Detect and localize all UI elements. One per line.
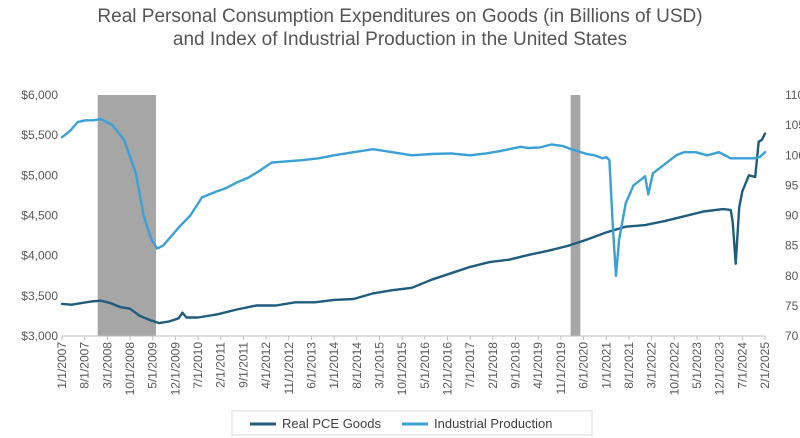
chart-title: Real Personal Consumption Expenditures o… bbox=[97, 6, 703, 27]
x-tick-label: 3/1/2008 bbox=[100, 342, 114, 389]
x-tick-label: 11/1/2012 bbox=[282, 342, 296, 395]
x-tick-label: 5/1/2016 bbox=[418, 342, 432, 389]
left-tick-label: $6,000 bbox=[21, 88, 58, 102]
x-tick-label: 12/1/2023 bbox=[713, 342, 727, 396]
x-tick-label: 4/1/2019 bbox=[531, 342, 545, 389]
legend-label: Real PCE Goods bbox=[282, 416, 381, 431]
x-tick-label: 5/1/2023 bbox=[690, 342, 704, 389]
x-tick-label: 10/1/2015 bbox=[395, 342, 409, 396]
x-tick-label: 8/1/2014 bbox=[350, 342, 364, 389]
x-tick-label: 1/1/2014 bbox=[327, 342, 341, 389]
x-tick-label: 12/1/2016 bbox=[441, 342, 455, 396]
x-tick-label: 9/1/2011 bbox=[236, 342, 250, 388]
right-tick-label: 90 bbox=[785, 209, 799, 223]
axes: $3,000 $3,500 $4,000 $4,500 $5,000 $5,500 $6,0… bbox=[21, 88, 800, 395]
x-tick-label: 7/1/2010 bbox=[191, 342, 205, 389]
x-tick-label: 10/1/2022 bbox=[667, 342, 681, 396]
legend-label: Industrial Production bbox=[434, 416, 553, 431]
series-line-real-pce-goods bbox=[60, 132, 767, 325]
x-tick-label: 8/1/2021 bbox=[622, 342, 636, 389]
right-tick-label: 75 bbox=[785, 299, 799, 313]
x-tick-label: 5/1/2009 bbox=[146, 342, 160, 389]
series-lines bbox=[60, 117, 767, 325]
x-tick-label: 3/1/2015 bbox=[372, 342, 386, 389]
recession-band-1 bbox=[97, 95, 156, 336]
right-tick-label: 100 bbox=[785, 148, 800, 162]
x-tick-label: 12/1/2009 bbox=[168, 342, 182, 396]
x-tick-label: 7/1/2017 bbox=[463, 342, 477, 389]
left-tick-label: $5,000 bbox=[21, 168, 58, 182]
left-tick-label: $3,000 bbox=[21, 329, 58, 343]
recession-band-2 bbox=[570, 95, 581, 336]
x-tick-label: 4/1/2012 bbox=[259, 342, 273, 389]
x-tick-label: 1/1/2007 bbox=[55, 342, 69, 389]
right-tick-label: 85 bbox=[785, 239, 799, 253]
right-tick-label: 105 bbox=[785, 118, 800, 132]
left-tick-label: $4,500 bbox=[21, 209, 58, 223]
right-tick-label: 80 bbox=[785, 269, 799, 283]
recession-bands bbox=[97, 95, 581, 336]
x-tick-label: 2/1/2018 bbox=[486, 342, 500, 389]
x-tick-label: 8/1/2007 bbox=[78, 342, 92, 389]
x-tick-label: 11/1/2019 bbox=[554, 342, 568, 395]
left-tick-label: $5,500 bbox=[21, 128, 58, 142]
chart-subtitle: and Index of Industrial Production in th… bbox=[172, 29, 628, 50]
series-line-industrial-production bbox=[60, 117, 767, 277]
x-tick-label: 10/1/2008 bbox=[123, 342, 137, 396]
left-tick-label: $3,500 bbox=[21, 289, 58, 303]
x-tick-label: 6/1/2013 bbox=[304, 342, 318, 389]
x-tick-label: 6/1/2020 bbox=[577, 342, 591, 389]
x-tick-label: 2/1/2025 bbox=[758, 342, 772, 389]
x-tick-label: 1/1/2021 bbox=[599, 342, 613, 389]
left-tick-label: $4,000 bbox=[21, 249, 58, 263]
right-tick-label: 70 bbox=[785, 329, 799, 343]
legend: Real PCE Goods Industrial Production bbox=[231, 410, 593, 436]
x-tick-label: 7/1/2024 bbox=[735, 342, 749, 389]
x-tick-label: 3/1/2022 bbox=[645, 342, 659, 389]
x-tick-label: 2/1/2011 bbox=[214, 342, 228, 388]
x-tick-label: 9/1/2018 bbox=[509, 342, 523, 389]
right-tick-label: 110 bbox=[785, 88, 800, 102]
right-tick-label: 95 bbox=[785, 178, 799, 192]
